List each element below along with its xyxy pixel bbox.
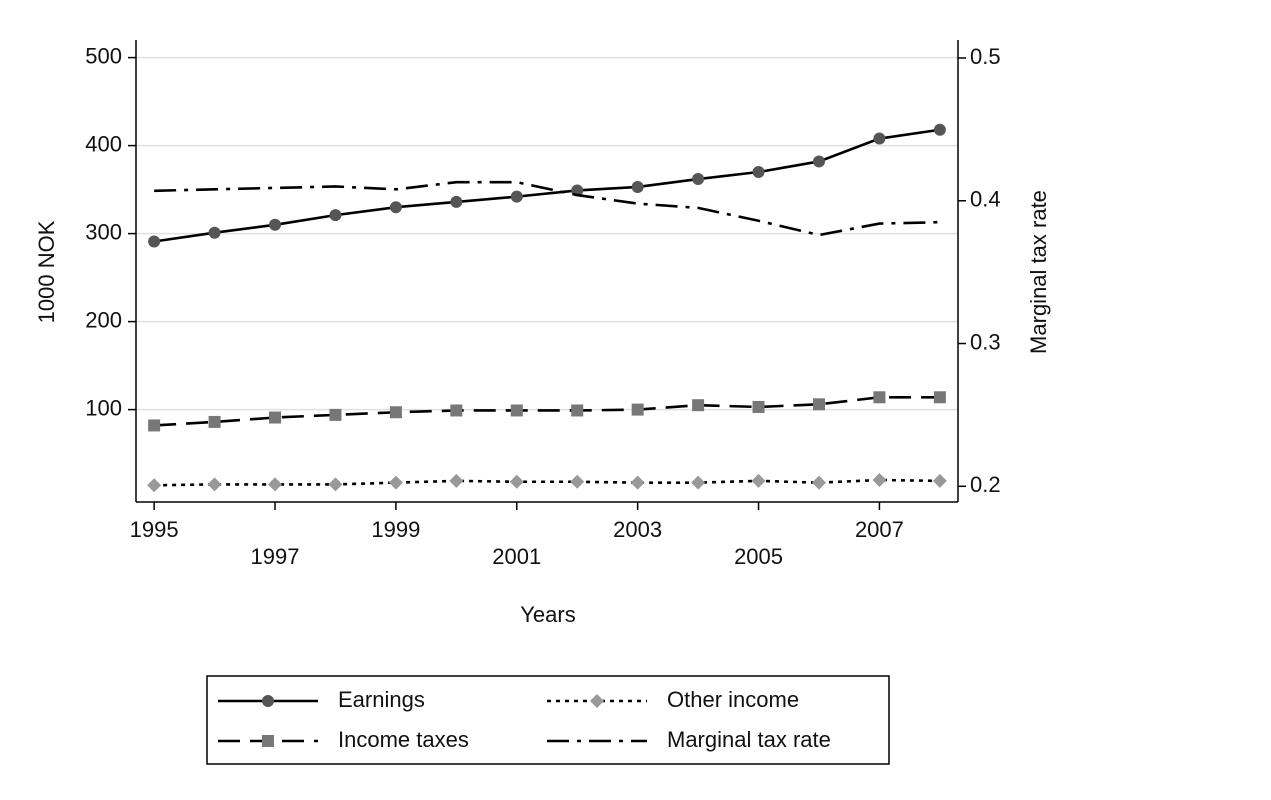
- x-tick-label: 1999: [371, 517, 420, 542]
- marker: [389, 201, 402, 214]
- marker: [812, 155, 825, 168]
- series-line: [153, 128, 941, 243]
- legend-marker: [590, 694, 604, 708]
- x-axis-label: Years: [520, 602, 575, 627]
- marker: [873, 132, 886, 145]
- x-tick-label: 1995: [130, 517, 179, 542]
- marker: [207, 477, 222, 492]
- y2-tick-label: 0.3: [970, 329, 1001, 354]
- legend-marker: [262, 695, 274, 707]
- x-tick-label: 1997: [251, 544, 300, 569]
- marker: [450, 195, 463, 208]
- marker: [269, 411, 282, 424]
- marker: [389, 406, 402, 419]
- y2-tick-label: 0.4: [970, 187, 1001, 212]
- marker: [752, 166, 765, 178]
- marker: [269, 218, 282, 231]
- x-tick-label: 2003: [613, 517, 662, 542]
- x-tick-label: 2005: [734, 544, 783, 569]
- marker: [631, 403, 644, 416]
- legend-box: [206, 675, 890, 765]
- marker: [631, 180, 644, 193]
- y-axis-label: 1000 NOK: [34, 220, 59, 323]
- x-tick-label: 2007: [855, 517, 904, 542]
- marker: [208, 226, 221, 239]
- marker: [449, 473, 464, 488]
- y2-tick-label: 0.2: [970, 472, 1001, 497]
- marker: [811, 475, 826, 490]
- marker: [812, 398, 825, 411]
- legend-label: Other income: [667, 687, 799, 712]
- y-tick-label: 400: [85, 131, 122, 156]
- marker: [450, 404, 463, 417]
- marker: [328, 477, 343, 492]
- marker: [329, 209, 342, 222]
- series-line: [154, 395, 940, 427]
- marker: [692, 173, 705, 186]
- legend-label: Marginal tax rate: [667, 727, 831, 752]
- y-tick-label: 500: [85, 43, 122, 68]
- marker: [873, 391, 886, 404]
- marker: [933, 123, 946, 136]
- marker: [147, 478, 162, 493]
- marker: [388, 475, 403, 490]
- marker: [148, 419, 161, 432]
- marker: [509, 474, 524, 489]
- marker: [571, 404, 584, 417]
- y-tick-label: 200: [85, 307, 122, 332]
- marker: [872, 473, 887, 487]
- marker: [932, 473, 947, 488]
- marker: [933, 391, 946, 404]
- x-tick-label: 2001: [492, 544, 541, 569]
- legend-label: Earnings: [338, 687, 425, 712]
- marker: [329, 408, 342, 421]
- marker: [751, 473, 766, 488]
- marker: [570, 474, 585, 489]
- marker: [208, 415, 221, 428]
- series-line: [154, 180, 940, 237]
- marker: [752, 400, 765, 413]
- y-tick-label: 300: [85, 219, 122, 244]
- y2-axis-label: Marginal tax rate: [1026, 190, 1051, 354]
- marker: [268, 477, 283, 492]
- marker: [691, 475, 706, 490]
- legend-label: Income taxes: [338, 727, 469, 752]
- marker: [630, 475, 645, 490]
- y2-tick-label: 0.5: [970, 44, 1001, 69]
- y-tick-label: 100: [85, 395, 122, 420]
- legend-marker: [262, 735, 274, 747]
- marker: [510, 190, 523, 203]
- marker: [510, 404, 523, 417]
- marker: [692, 399, 705, 412]
- marker: [148, 235, 161, 248]
